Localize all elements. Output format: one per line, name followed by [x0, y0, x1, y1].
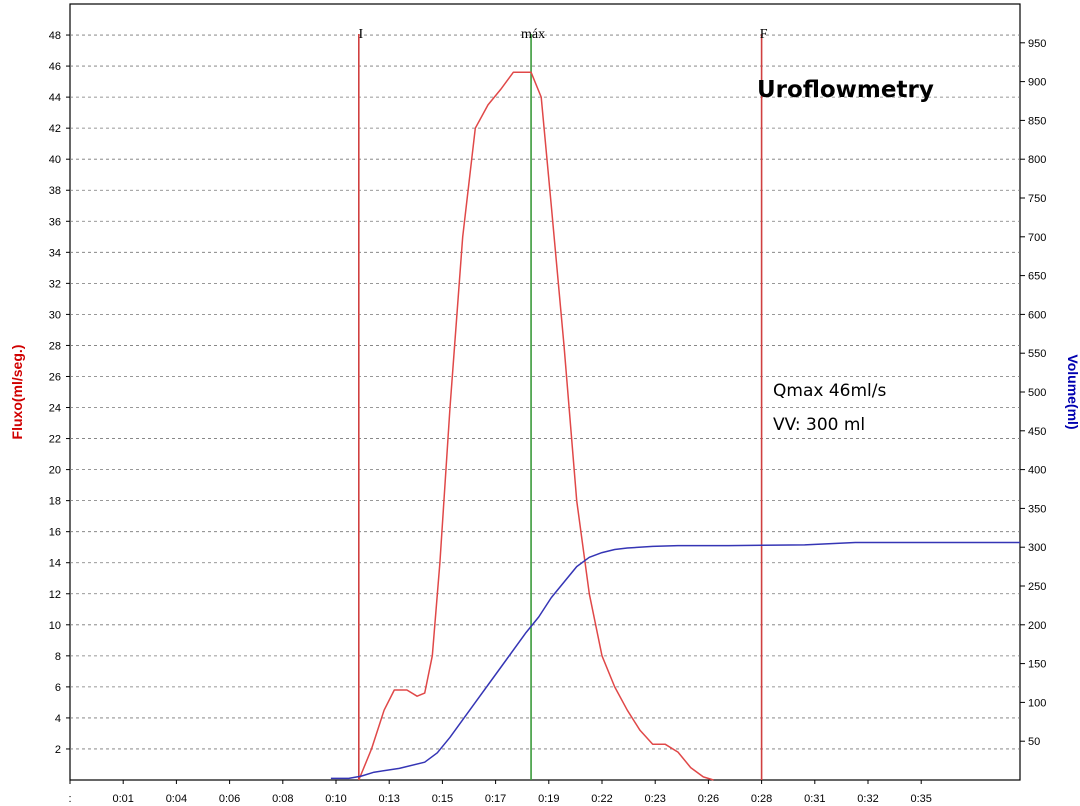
x-tick-label-7: 0:15 — [432, 793, 453, 805]
annotation-voided-volume: VV: 300 ml — [773, 415, 865, 435]
right-tick-label-550: 550 — [1028, 348, 1046, 360]
left-tick-label-26: 26 — [49, 371, 61, 383]
right-tick-label-600: 600 — [1028, 309, 1046, 321]
right-axis-title: Volume(ml) — [1065, 354, 1080, 429]
right-tick-label-400: 400 — [1028, 465, 1046, 477]
right-tick-label-250: 250 — [1028, 581, 1046, 593]
right-tick-label-500: 500 — [1028, 387, 1046, 399]
left-tick-label-46: 46 — [49, 61, 61, 73]
left-axis-title: Fluxo(ml/seg.) — [9, 345, 25, 440]
left-tick-label-30: 30 — [49, 309, 61, 321]
marker-label-2: F — [760, 27, 768, 42]
chart-title: Uroflowmetry — [757, 77, 934, 103]
x-axis-ticks: : 0:01 0:04 0:06 0:08 0:10 0:13 0:15 0:17 0:19 0:2… — [68, 780, 932, 805]
x-tick-label-5: 0:10 — [325, 793, 346, 805]
right-tick-label-700: 700 — [1028, 232, 1046, 244]
right-tick-label-750: 750 — [1028, 193, 1046, 205]
left-axis-ticks: 2468101214161820222426283032343638404244… — [49, 30, 70, 756]
x-tick-label-14: 0:31 — [804, 793, 825, 805]
left-tick-label-36: 36 — [49, 216, 61, 228]
right-tick-label-200: 200 — [1028, 620, 1046, 632]
x-tick-label-10: 0:22 — [591, 793, 612, 805]
x-tick-label-6: 0:13 — [378, 793, 399, 805]
x-tick-label-13: 0:28 — [751, 793, 772, 805]
right-tick-label-300: 300 — [1028, 542, 1046, 554]
flow-series-line — [358, 71, 714, 781]
x-tick-label-8: 0:17 — [485, 793, 506, 805]
x-tick-label-12: 0:26 — [698, 793, 719, 805]
left-tick-label-18: 18 — [49, 496, 61, 508]
left-tick-label-20: 20 — [49, 465, 61, 477]
left-tick-label-12: 12 — [49, 589, 61, 601]
left-tick-label-28: 28 — [49, 340, 61, 352]
left-tick-label-42: 42 — [49, 123, 61, 135]
gridlines — [70, 34, 1020, 750]
left-tick-label-8: 8 — [55, 651, 61, 663]
volume-series-line — [330, 541, 1020, 780]
left-tick-label-32: 32 — [49, 278, 61, 290]
x-tick-label-16: 0:35 — [910, 793, 931, 805]
left-tick-label-34: 34 — [49, 247, 61, 259]
x-tick-label-2: 0:04 — [166, 793, 187, 805]
left-tick-label-14: 14 — [49, 558, 61, 570]
x-tick-label-11: 0:23 — [644, 793, 665, 805]
left-tick-label-10: 10 — [49, 620, 61, 632]
left-tick-label-48: 48 — [49, 30, 61, 42]
right-tick-label-50: 50 — [1028, 736, 1040, 748]
right-tick-label-450: 450 — [1028, 426, 1046, 438]
left-tick-label-22: 22 — [49, 434, 61, 446]
left-tick-label-6: 6 — [55, 682, 61, 694]
left-tick-label-16: 16 — [49, 527, 61, 539]
left-tick-label-40: 40 — [49, 154, 61, 166]
annotation-qmax: Qmax 46ml/s — [773, 381, 886, 401]
right-tick-label-150: 150 — [1028, 659, 1046, 671]
x-tick-label-1: 0:01 — [112, 793, 133, 805]
right-tick-label-650: 650 — [1028, 271, 1046, 283]
right-tick-label-850: 850 — [1028, 115, 1046, 127]
x-tick-label-9: 0:19 — [538, 793, 559, 805]
marker-label-1: máx — [521, 27, 545, 42]
right-tick-label-950: 950 — [1028, 38, 1046, 50]
series-lines — [330, 71, 1020, 781]
right-tick-label-900: 900 — [1028, 77, 1046, 89]
left-tick-label-2: 2 — [55, 744, 61, 756]
left-tick-label-24: 24 — [49, 403, 61, 415]
left-tick-label-4: 4 — [55, 713, 61, 725]
right-tick-label-350: 350 — [1028, 503, 1046, 515]
x-tick-label-0: : — [68, 793, 71, 805]
right-tick-label-100: 100 — [1028, 697, 1046, 709]
marker-label-0: I — [358, 27, 363, 42]
x-tick-label-3: 0:06 — [219, 793, 240, 805]
right-tick-label-800: 800 — [1028, 154, 1046, 166]
x-tick-label-4: 0:08 — [272, 793, 293, 805]
left-tick-label-44: 44 — [49, 92, 61, 104]
x-tick-label-15: 0:32 — [857, 793, 878, 805]
left-tick-label-38: 38 — [49, 185, 61, 197]
right-axis-ticks: 50 100 150 200 250 300 350 400 450 500 550 600 650 70… — [1020, 38, 1046, 748]
